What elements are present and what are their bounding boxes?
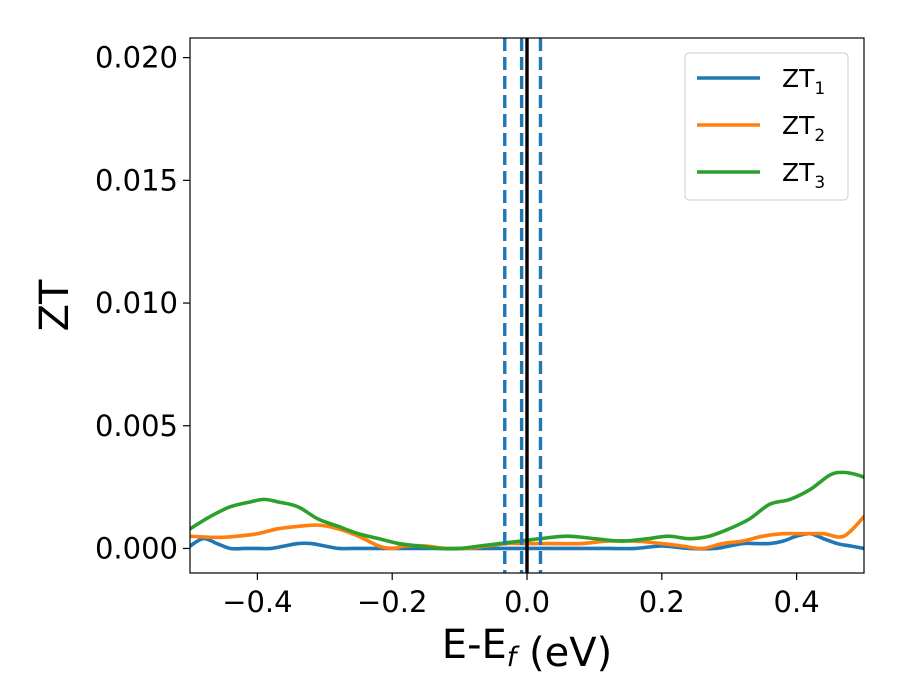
x-tick-label: −0.4 [222,585,292,619]
x-axis-title-unit: (eV) [516,630,612,676]
x-axis: −0.4 −0.2 0.0 0.2 0.4 [222,573,820,619]
legend-label-zt3: ZT3 [782,158,825,193]
series-line-zt1 [190,531,864,551]
y-tick-label: 0.005 [95,409,178,443]
legend-label-zt1: ZT1 [782,64,825,99]
legend-label-zt2: ZT2 [782,111,825,146]
y-tick-label: 0.000 [95,531,178,565]
y-axis-title: ZT [32,279,78,331]
legend-box [684,52,849,201]
x-tick-label: −0.2 [357,585,427,619]
x-tick-label: 0.0 [504,585,550,619]
plot-area [190,38,864,573]
y-tick-label: 0.015 [95,163,178,197]
x-axis-title: E-Ef (eV) [442,622,612,676]
x-tick-label: 0.4 [774,585,820,619]
y-tick-label: 0.020 [95,41,178,75]
x-tick-label: 0.2 [639,585,685,619]
y-tick-label: 0.010 [95,286,178,320]
y-axis: 0.000 0.005 0.010 0.015 0.020 [95,41,190,565]
legend: ZT1 ZT2 ZT3 [684,52,849,201]
